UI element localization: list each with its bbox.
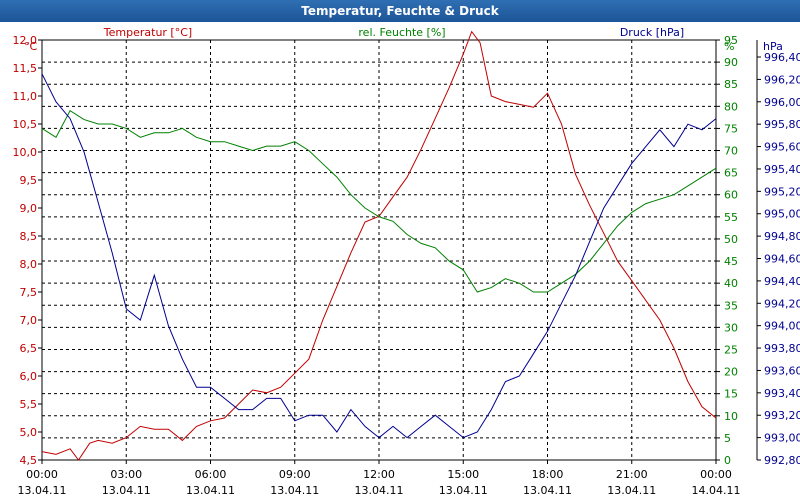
x-tick-time: 15:00: [447, 468, 479, 481]
x-tick-time: 12:00: [363, 468, 395, 481]
x-tick-time: 00:00: [26, 468, 58, 481]
x-tick-date: 13.04.11: [607, 484, 656, 497]
humidity-tick-label: 60: [724, 189, 738, 202]
pressure-tick-label: 994,80: [764, 230, 800, 243]
temp-tick-label: 8,0: [20, 258, 38, 271]
temp-tick-label: 10,5: [13, 118, 38, 131]
pressure-tick-label: 995,00: [764, 208, 800, 221]
x-tick-date: 13.04.11: [102, 484, 151, 497]
humidity-tick-label: 95: [724, 34, 738, 47]
x-tick-time: 03:00: [110, 468, 142, 481]
x-tick-date: 13.04.11: [18, 484, 67, 497]
x-tick-date: 13.04.11: [355, 484, 404, 497]
humidity-tick-label: 70: [724, 145, 738, 158]
temp-tick-label: 11,0: [13, 90, 38, 103]
temp-unit: °C: [24, 40, 38, 53]
x-tick-time: 06:00: [195, 468, 227, 481]
series-label-pressure: Druck [hPa]: [620, 26, 684, 39]
x-tick-date: 13.04.11: [439, 484, 488, 497]
humidity-tick-label: 10: [724, 410, 738, 423]
pressure-tick-label: 992,80: [764, 454, 800, 467]
grid: [41, 39, 717, 461]
pressure-tick-label: 995,60: [764, 141, 800, 154]
pressure-tick-label: 995,80: [764, 118, 800, 131]
window-title: Temperatur, Feuchte & Druck: [0, 0, 800, 22]
x-tick-time: 09:00: [279, 468, 311, 481]
axes: 00:00 13.04.11 03:00 13.04.11 06:00 13.04.11 0…: [13, 26, 800, 497]
temp-tick-label: 11,5: [13, 62, 38, 75]
series-lines: [41, 30, 717, 461]
pressure-tick-label: 994,40: [764, 275, 800, 288]
pressure-tick-label: 996,00: [764, 96, 800, 109]
series-line-humidity: [41, 109, 717, 293]
humidity-tick-label: 40: [724, 277, 738, 290]
temp-tick-label: 4,5: [20, 454, 38, 467]
x-tick-date: 13.04.11: [186, 484, 235, 497]
series-line-pressure: [41, 73, 717, 439]
temp-tick-label: 12,0: [13, 34, 38, 47]
pressure-tick-label: 994,00: [764, 320, 800, 333]
humidity-tick-label: 35: [724, 299, 738, 312]
humidity-tick-label: 30: [724, 321, 738, 334]
humidity-tick-label: 75: [724, 122, 738, 135]
humidity-tick-label: 25: [724, 343, 738, 356]
series-label-humidity: rel. Feuchte [%]: [358, 26, 445, 39]
pressure-tick-label: 993,80: [764, 342, 800, 355]
humidity-tick-label: 45: [724, 255, 738, 268]
temp-tick-label: 9,0: [20, 202, 38, 215]
humidity-tick-label: 85: [724, 78, 738, 91]
temp-tick-label: 9,5: [20, 174, 38, 187]
pressure-tick-label: 993,40: [764, 387, 800, 400]
temp-tick-label: 7,5: [20, 286, 38, 299]
pressure-tick-label: 993,20: [764, 409, 800, 422]
x-tick-date: 14.04.11: [692, 484, 741, 497]
pressure-tick-label: 995,40: [764, 163, 800, 176]
humidity-tick-label: 15: [724, 388, 738, 401]
temp-tick-label: 8,5: [20, 230, 38, 243]
x-tick-time: 21:00: [616, 468, 648, 481]
pressure-unit: hPa: [763, 40, 783, 53]
temp-tick-label: 6,5: [20, 342, 38, 355]
humidity-tick-label: 80: [724, 100, 738, 113]
pressure-tick-label: 996,40: [764, 51, 800, 64]
x-tick-time: 18:00: [532, 468, 564, 481]
humidity-tick-label: 5: [724, 432, 731, 445]
pressure-tick-label: 994,60: [764, 253, 800, 266]
pressure-tick-label: 993,60: [764, 364, 800, 377]
x-tick-date: 13.04.11: [270, 484, 319, 497]
pressure-tick-label: 996,20: [764, 73, 800, 86]
x-tick-time: 00:00: [700, 468, 732, 481]
temp-tick-label: 7,0: [20, 314, 38, 327]
humidity-tick-label: 0: [724, 454, 731, 467]
temp-tick-label: 6,0: [20, 370, 38, 383]
pressure-tick-label: 995,20: [764, 185, 800, 198]
humidity-tick-label: 20: [724, 366, 738, 379]
pressure-tick-label: 994,20: [764, 297, 800, 310]
temp-tick-label: 10,0: [13, 146, 38, 159]
temp-tick-label: 5,5: [20, 398, 38, 411]
series-label-temperature: Temperatur [°C]: [103, 26, 192, 39]
x-tick-date: 13.04.11: [523, 484, 572, 497]
humidity-tick-label: 50: [724, 233, 738, 246]
pressure-tick-label: 993,00: [764, 432, 800, 445]
temp-tick-label: 5,0: [20, 426, 38, 439]
humidity-tick-label: 55: [724, 211, 738, 224]
humidity-tick-label: 65: [724, 167, 738, 180]
humidity-tick-label: 90: [724, 56, 738, 69]
humidity-unit: %: [724, 40, 734, 53]
